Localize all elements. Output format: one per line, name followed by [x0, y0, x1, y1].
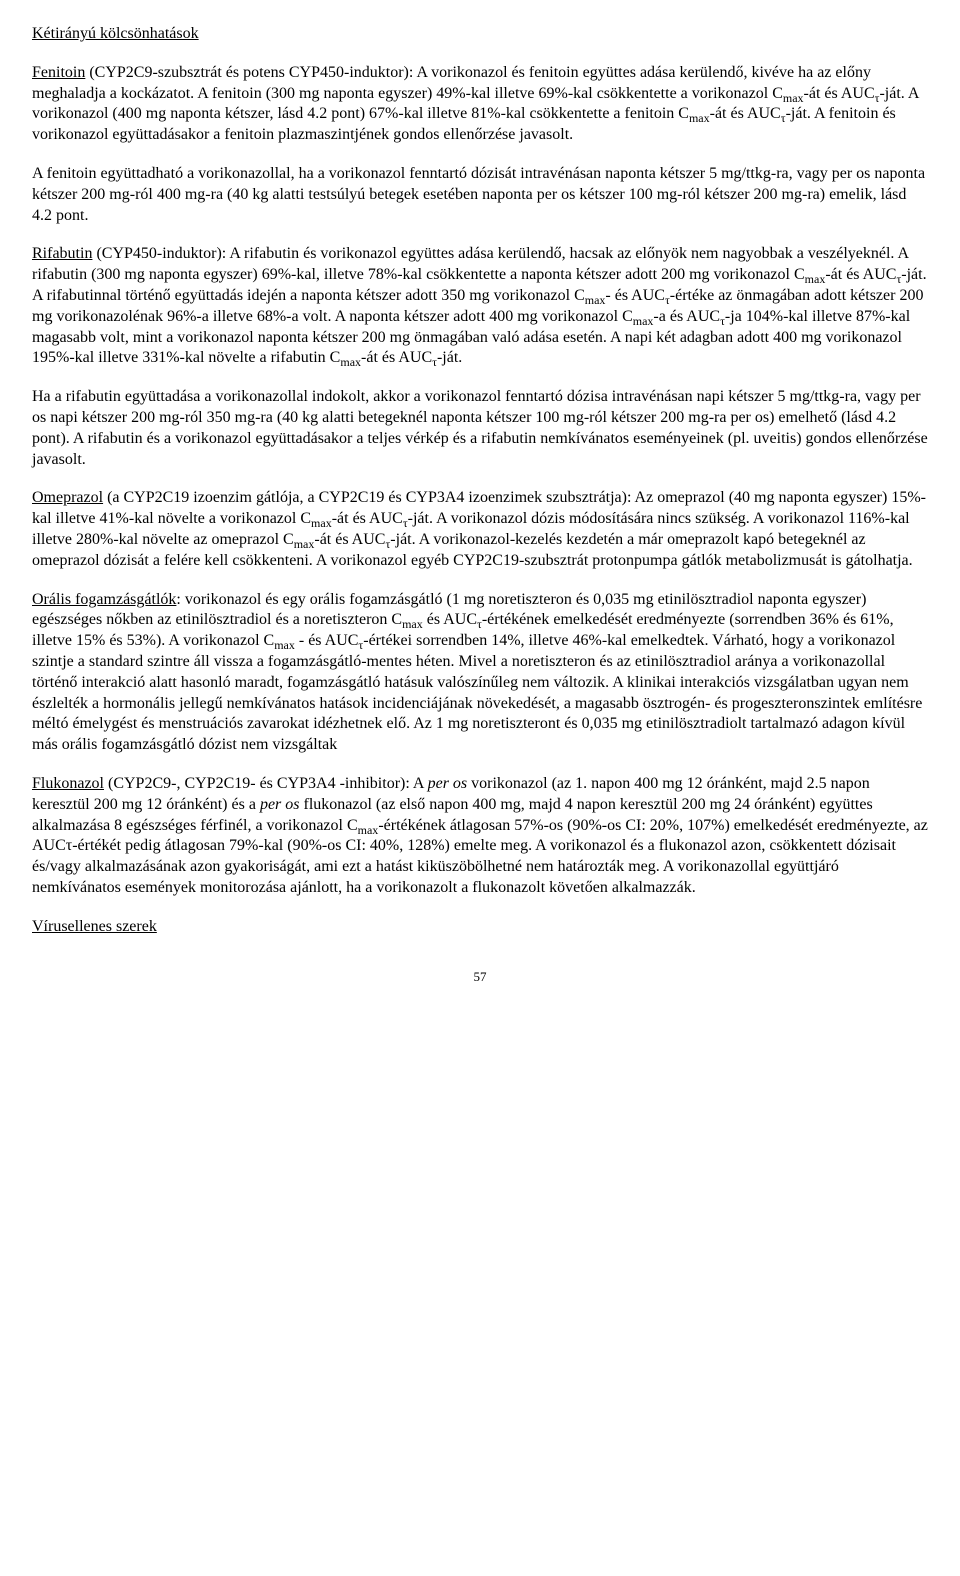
paragraph-rifabutin: Rifabutin (CYP450-induktor): A rifabutin…	[32, 244, 928, 369]
text: (CYP450-induktor): A rifabutin és voriko…	[32, 245, 908, 283]
italic-peros: per os	[260, 796, 300, 813]
paragraph-fenitoin-2: A fenitoin együttadható a vorikonazollal…	[32, 164, 928, 226]
text: -a és AUC	[653, 308, 720, 325]
text: -át és AUC	[804, 85, 875, 102]
text: -át és AUC	[361, 349, 432, 366]
text: (CYP2C9-, CYP2C19- és CYP3A4 -inhibitor)…	[104, 775, 428, 792]
section-heading-interactions: Kétirányú kölcsönhatások	[32, 24, 928, 45]
paragraph-omeprazol: Omeprazol (a CYP2C19 izoenzim gátlója, a…	[32, 488, 928, 571]
sub-max: max	[783, 91, 804, 105]
section-heading-antivirals: Vírusellenes szerek	[32, 917, 928, 938]
sub-max: max	[633, 314, 654, 328]
text: - és AUC	[295, 632, 359, 649]
text: -értékei sorrendben 14%, illetve 46%-kal…	[32, 632, 922, 753]
text: és AUC	[423, 611, 477, 628]
paragraph-fenitoin-1: Fenitoin (CYP2C9-szubsztrát és potens CY…	[32, 63, 928, 146]
paragraph-rifabutin-2: Ha a rifabutin együttadása a vorikonazol…	[32, 387, 928, 470]
text: - és AUC	[605, 287, 665, 304]
text: -át és AUC	[825, 266, 896, 283]
sub-max: max	[689, 112, 710, 126]
drug-fenitoin: Fenitoin	[32, 64, 85, 81]
text: -át és AUC	[332, 510, 403, 527]
sub-max: max	[340, 356, 361, 370]
drug-omeprazol: Omeprazol	[32, 489, 103, 506]
paragraph-contraceptives: Orális fogamzásgátlók: vorikonazol és eg…	[32, 590, 928, 756]
text: -ját.	[437, 349, 462, 366]
text: -át és AUC	[314, 531, 385, 548]
sub-max: max	[402, 618, 423, 632]
page-number: 57	[32, 969, 928, 986]
italic-peros: per os	[428, 775, 468, 792]
sub-max: max	[274, 638, 295, 652]
sub-max: max	[294, 537, 315, 551]
sub-max: max	[805, 272, 826, 286]
sub-max: max	[585, 293, 606, 307]
text: -át és AUC	[710, 105, 781, 122]
drug-rifabutin: Rifabutin	[32, 245, 92, 262]
drug-flukonazol: Flukonazol	[32, 775, 104, 792]
drug-contraceptives: Orális fogamzásgátlók	[32, 591, 176, 608]
sub-max: max	[358, 823, 379, 837]
text: (CYP2C9-szubsztrát és potens CYP450-indu…	[32, 64, 871, 102]
paragraph-flukonazol: Flukonazol (CYP2C9-, CYP2C19- és CYP3A4 …	[32, 774, 928, 899]
sub-max: max	[311, 516, 332, 530]
